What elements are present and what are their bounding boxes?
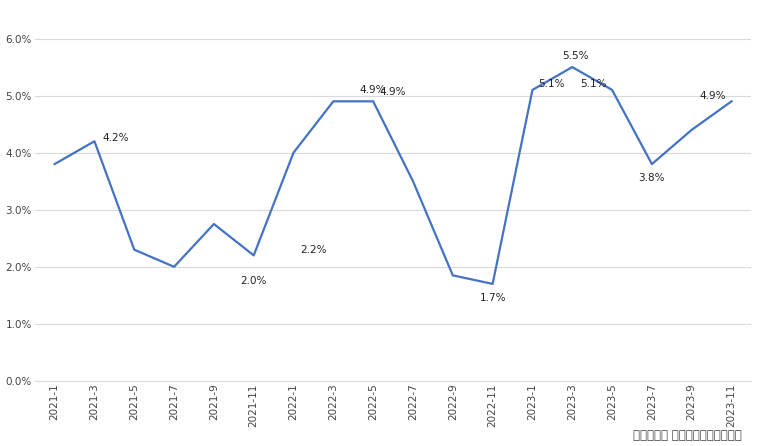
Text: 4.2%: 4.2%	[103, 133, 129, 144]
Text: 数据来源： 中国工程机械工业协会: 数据来源： 中国工程机械工业协会	[633, 429, 742, 442]
Text: 5.1%: 5.1%	[538, 79, 565, 89]
Text: 4.9%: 4.9%	[699, 91, 726, 101]
Text: 1.7%: 1.7%	[479, 293, 506, 303]
Text: 5.5%: 5.5%	[562, 51, 588, 61]
Text: 5.1%: 5.1%	[580, 79, 606, 89]
Text: 2.0%: 2.0%	[241, 276, 267, 286]
Text: 2.2%: 2.2%	[300, 245, 326, 255]
Text: 4.9%: 4.9%	[379, 87, 406, 97]
Text: 4.9%: 4.9%	[360, 85, 386, 95]
Text: 3.8%: 3.8%	[639, 173, 665, 183]
